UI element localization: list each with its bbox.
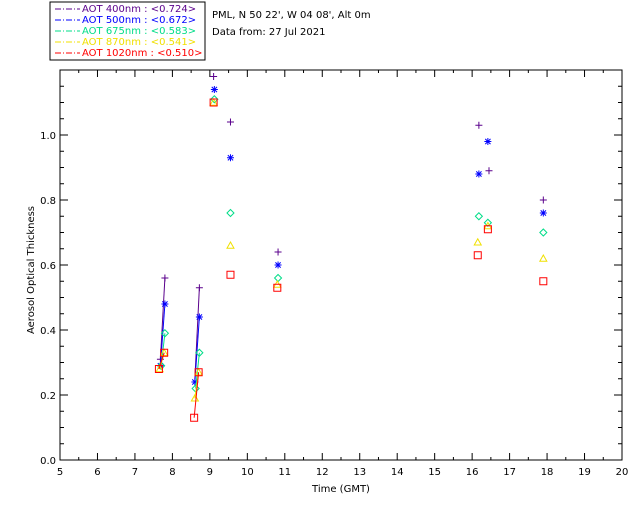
x-tick-label: 17 [503,467,516,478]
y-tick-label: 0.2 [40,391,56,402]
data-point-plus [226,118,234,126]
legend-label: AOT 870nm : <0.541> [82,37,196,48]
data-point-square [483,225,492,234]
data-point-diamond [156,361,166,370]
x-tick-label: 14 [391,467,404,478]
data-point-asterisk [475,170,483,178]
data-point-diamond [226,208,235,218]
series-2 [156,95,548,393]
data-marks [154,73,548,422]
legend-entry: AOT 400nm : <0.724> [55,4,196,15]
legend-label: AOT 1020nm : <0.510> [82,48,202,59]
data-point-triangle [473,237,483,246]
y-tick-label: 0.8 [40,196,56,207]
data-point-plus [274,248,282,256]
data-point-square [226,270,235,279]
legend-entry: AOT 1020nm : <0.510> [55,48,202,59]
data-point-plus [485,167,493,175]
y-tick-label: 0.4 [40,326,56,337]
legend-label: AOT 400nm : <0.724> [82,4,196,15]
series-line [159,277,166,360]
x-tick-label: 7 [132,467,138,478]
x-axis-label: Time (GMT) [311,484,370,495]
series-line [194,316,200,383]
plot-frame [59,69,623,461]
y-tick-label: 0.0 [40,456,56,467]
x-tick-label: 16 [466,467,479,478]
data-point-triangle [209,97,218,106]
legend-label: AOT 500nm : <0.672> [82,15,196,26]
data-point-square [273,283,282,292]
data-point-asterisk [161,300,169,308]
series-line [158,352,165,370]
legend-entry: AOT 870nm : <0.541> [55,37,196,48]
data-point-triangle [190,393,200,402]
data-point-plus [195,284,203,292]
x-tick-label: 11 [278,467,291,478]
x-tick-label: 18 [541,467,554,478]
x-tick-label: 19 [578,467,591,478]
x-tick-label: 12 [316,467,329,478]
x-tick-label: 15 [428,467,441,478]
axis-ticks: 5 6 7 8 9 10 11 12 13 14 15 16 17 18 19 20 0.0 0.2 0.4 0.6 0… [40,70,628,478]
x-tick-label: 8 [169,467,175,478]
data-point-triangle [226,240,235,249]
x-tick-label: 10 [241,467,254,478]
series-line [194,287,200,379]
data-point-triangle [538,253,548,262]
data-point-asterisk [226,154,234,162]
data-point-square [194,368,203,377]
series-4 [154,98,548,422]
data-point-square [539,277,548,286]
y-axis-label: Aerosol Optical Thickness [26,206,37,334]
data-point-diamond [195,348,204,357]
legend-label: AOT 675nm : <0.583> [82,26,196,37]
data-point-plus [210,73,218,80]
x-tick-label: 6 [94,467,100,478]
data-point-square [160,348,169,357]
data-date: Data from: 27 Jul 2021 [212,27,325,38]
data-point-asterisk [210,86,218,93]
data-point-plus [475,121,483,129]
data-point-plus [539,196,547,204]
y-tick-label: 0.6 [40,261,56,272]
data-point-triangle [159,348,169,357]
data-point-triangle [155,364,165,373]
data-point-square [154,365,163,373]
legend-entry: AOT 675nm : <0.583> [55,26,196,37]
data-point-diamond [210,95,219,104]
data-point-asterisk [484,138,492,145]
series-1 [156,86,547,386]
x-tick-label: 9 [207,467,213,478]
legend-box [49,1,206,61]
data-point-asterisk [274,261,282,269]
legend-entry: AOT 500nm : <0.672> [55,15,196,26]
data-point-diamond [539,228,548,237]
x-tick-label: 20 [616,467,629,478]
data-point-square [190,413,199,422]
data-point-diamond [474,212,484,221]
y-tick-label: 1.0 [40,131,56,142]
data-point-square [209,98,218,107]
x-tick-label: 5 [57,467,63,478]
x-tick-label: 13 [353,467,366,478]
data-point-asterisk [539,209,547,217]
data-point-plus [161,274,169,282]
data-point-diamond [273,273,283,283]
station-info: PML, N 50 22', W 04 08', Alt 0m [212,10,371,21]
legend: AOT 400nm : <0.724>AOT 500nm : <0.672>AO… [49,1,206,61]
series-line [193,372,200,418]
data-point-asterisk [195,313,203,321]
data-point-square [473,251,482,260]
data-point-diamond [160,329,170,338]
